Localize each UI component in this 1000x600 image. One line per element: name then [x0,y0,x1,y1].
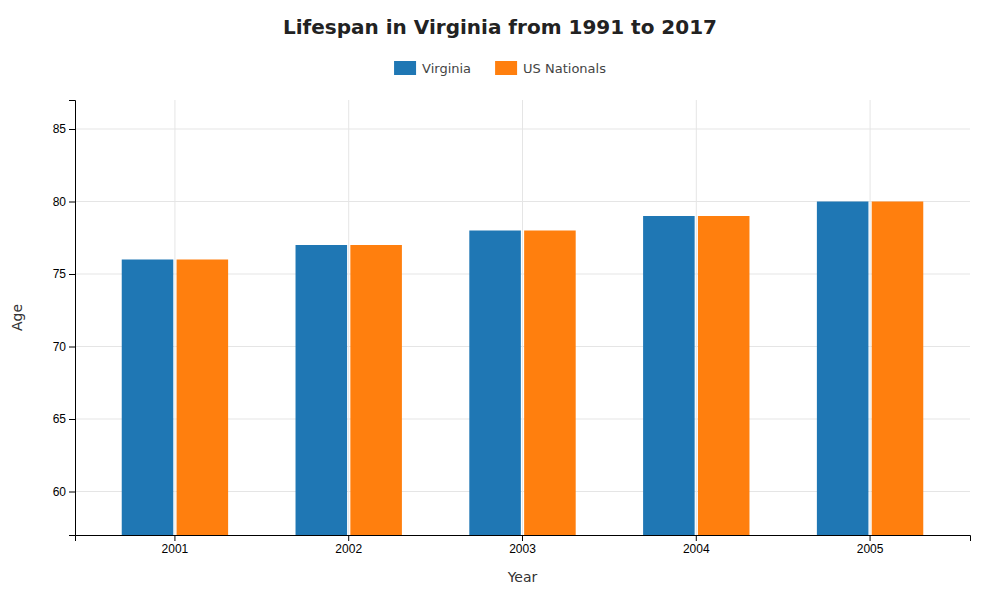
bar [643,216,695,535]
y-tick-label: 80 [53,195,67,209]
y-tick-mark [69,492,75,493]
x-tick-mark [522,535,523,541]
grid-line-x [348,100,349,535]
y-tick-label: 60 [53,485,67,499]
bar [524,231,576,536]
y-axis-title: Age [9,304,25,331]
y-tick-mark [69,129,75,130]
legend-item: Virginia [394,61,471,76]
y-tick-mark [69,347,75,348]
x-tick-label: 2002 [335,542,362,556]
y-tick: 75 [53,267,75,281]
y-tick: 65 [53,412,75,426]
y-tick-label: 70 [53,340,67,354]
bar-series [177,202,924,536]
y-tick: 85 [53,122,75,136]
grid-line-x [696,100,697,535]
x-axis-title: Year [507,569,538,585]
title: Lifespan in Virginia from 1991 to 2017 [283,15,717,39]
y-tick-mark [69,274,75,275]
x-tick-label: 2003 [509,542,536,556]
y-tick-label: 85 [53,122,67,136]
bar [872,202,924,536]
legend-label: Virginia [422,61,471,76]
x-tick-label: 2004 [683,542,710,556]
bar [296,245,348,535]
x-tick: 2004 [683,535,710,556]
bars [122,202,924,536]
chart-container: 2001 2002 2003 2004 2005 60 65 70 75 80 85 Year Age L… [0,0,1000,600]
grid-line-x [870,100,871,535]
x-tick: 2002 [335,535,362,556]
x-tick: 2003 [509,535,536,556]
bar [469,231,521,536]
bar [122,260,174,536]
x-axis: 2001 2002 2003 2004 2005 [76,535,971,556]
y-tick-mark [69,202,75,203]
legend-item: US Nationals [495,61,606,76]
x-tick: 2005 [857,535,884,556]
bar [698,216,750,535]
y-tick-label: 75 [53,267,67,281]
legend-label: US Nationals [523,61,606,76]
x-tick-label: 2005 [857,542,884,556]
grid [75,100,970,535]
y-tick: 70 [53,340,75,354]
y-axis: 60 65 70 75 80 85 [53,101,76,536]
y-axis-line [69,101,76,536]
legend: Virginia US Nationals [394,61,606,76]
x-tick: 2001 [162,535,189,556]
x-tick-mark [696,535,697,541]
legend-swatch [495,61,517,75]
bar [350,245,402,535]
chart-svg: 2001 2002 2003 2004 2005 60 65 70 75 80 85 Year Age L… [0,0,1000,600]
y-tick: 80 [53,195,75,209]
y-tick: 60 [53,485,75,499]
legend-swatch [394,61,416,75]
x-axis-line [76,536,971,542]
x-tick-mark [348,535,349,541]
bar-series [122,202,869,536]
grid-line-x [174,100,175,535]
x-tick-mark [174,535,175,541]
grid-line-x [522,100,523,535]
plot-area: 2001 2002 2003 2004 2005 60 65 70 75 80 85 [53,100,971,556]
x-tick-mark [870,535,871,541]
bar [817,202,869,536]
y-tick-mark [69,419,75,420]
x-tick-label: 2001 [162,542,189,556]
y-tick-label: 65 [53,412,67,426]
bar [177,260,229,536]
